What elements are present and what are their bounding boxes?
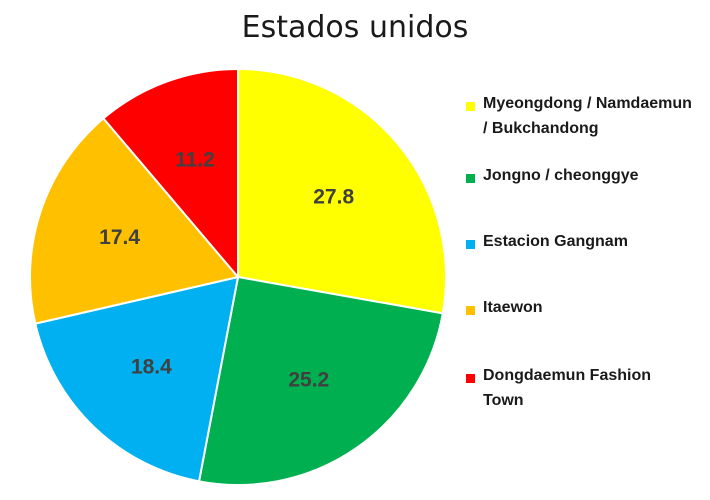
pie-slice bbox=[197, 275, 444, 486]
pie-slice bbox=[34, 275, 240, 483]
legend-swatch bbox=[466, 102, 475, 111]
legend-item: Jongno / cheonggye bbox=[466, 167, 693, 188]
slice-value-label: 18.4 bbox=[131, 355, 172, 378]
pie-slice bbox=[237, 67, 447, 315]
legend-swatch bbox=[466, 240, 475, 249]
legend-label: Jongno / cheonggye bbox=[483, 167, 639, 184]
legend-swatch bbox=[466, 374, 475, 383]
legend-label: Estacion Gangnam bbox=[483, 233, 628, 250]
legend-swatch bbox=[466, 174, 475, 183]
slice-value-label: 27.8 bbox=[313, 185, 354, 208]
legend-label: Itaewon bbox=[483, 299, 543, 316]
slice-value-label: 17.4 bbox=[99, 226, 140, 249]
legend-label: Myeongdong / Namdaemun / Bukchandong bbox=[483, 95, 692, 137]
legend-item: Dongdaemun Fashion Town bbox=[466, 367, 693, 413]
legend-swatch bbox=[466, 306, 475, 315]
slice-value-label: 25.2 bbox=[288, 368, 329, 391]
legend-item: Itaewon bbox=[466, 299, 693, 320]
slice-value-label: 11.2 bbox=[175, 148, 215, 171]
legend-item: Myeongdong / Namdaemun / Bukchandong bbox=[466, 95, 693, 141]
pie-slice bbox=[29, 117, 240, 325]
chart-title: Estados unidos bbox=[241, 10, 469, 45]
legend-item: Estacion Gangnam bbox=[466, 233, 693, 254]
pie-slice bbox=[102, 67, 239, 280]
legend-label: Dongdaemun Fashion Town bbox=[483, 367, 651, 409]
